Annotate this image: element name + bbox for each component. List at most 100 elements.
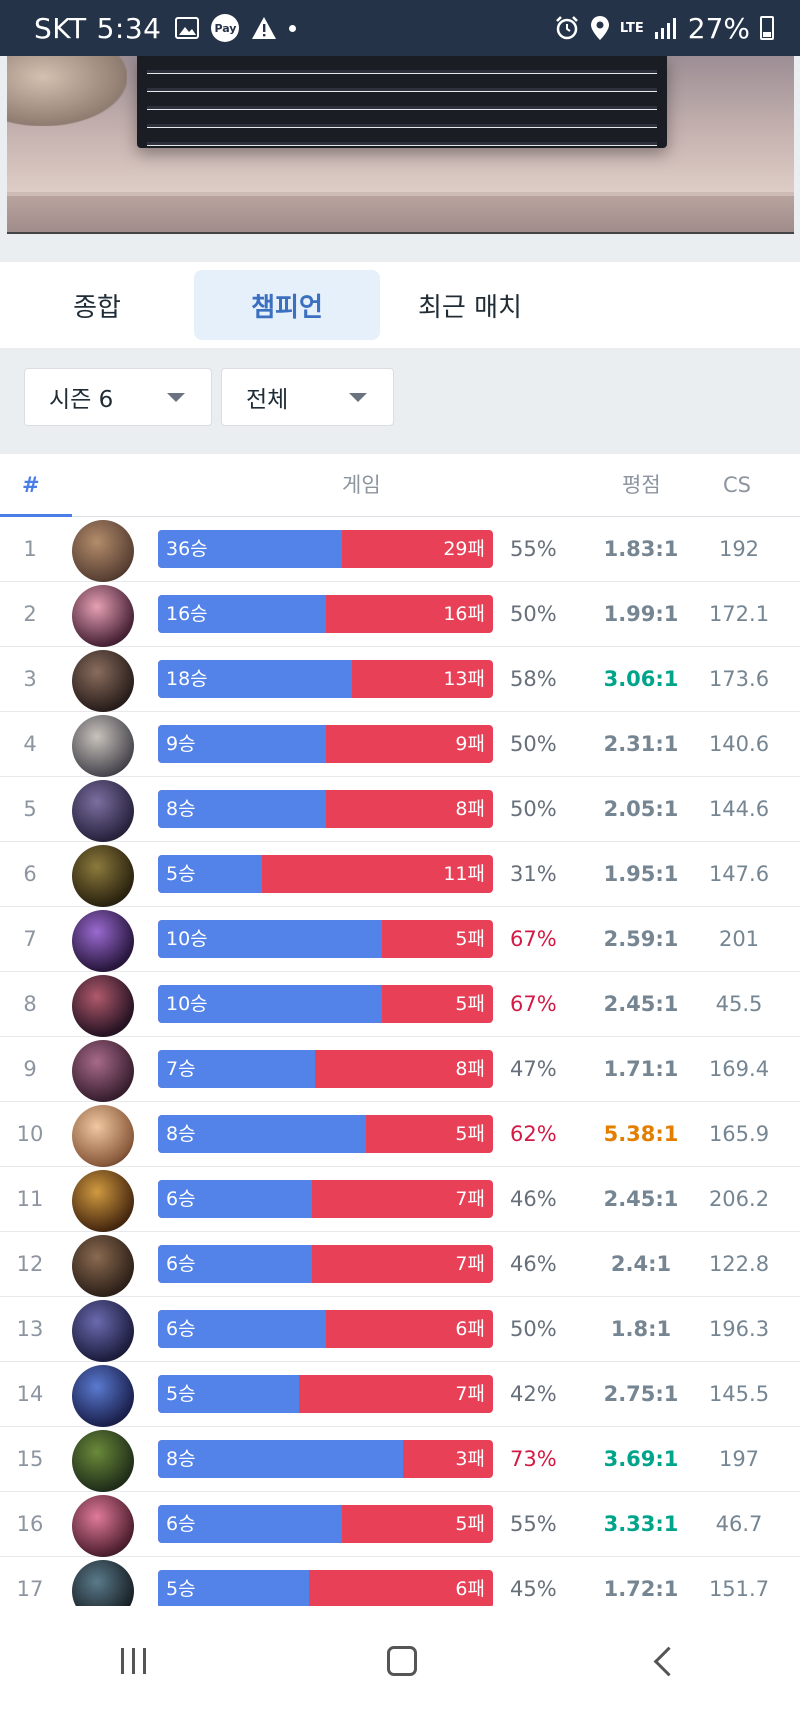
champion-avatar (72, 1040, 134, 1102)
win-rate: 50% (510, 732, 557, 756)
table-row[interactable]: 16 6승 5패 55% 3.33:1 46.7 (0, 1492, 800, 1557)
champion-stats-table: # 게임 평점 CS 1 36승 29패 55% 1.83:1 192 2 16… (0, 454, 800, 1606)
win-segment (158, 1505, 343, 1543)
win-segment (158, 1440, 403, 1478)
season-select[interactable]: 시즌 6 (24, 368, 212, 426)
header-kda[interactable]: 평점 (622, 473, 661, 497)
wins-label: 10승 (166, 928, 208, 950)
battery-percent: 27% (687, 11, 750, 45)
kda-ratio: 1.83:1 (603, 537, 679, 561)
row-rank: 13 (16, 1317, 44, 1341)
table-header: # 게임 평점 CS (0, 454, 800, 517)
table-row[interactable]: 15 8승 3패 73% 3.69:1 197 (0, 1427, 800, 1492)
losses-label: 5패 (455, 993, 485, 1015)
table-row[interactable]: 6 5승 11패 31% 1.95:1 147.6 (0, 842, 800, 907)
win-loss-bar: 10승 5패 (158, 920, 493, 958)
recent-apps-icon[interactable] (120, 1648, 146, 1674)
losses-label: 7패 (455, 1383, 485, 1405)
kda-ratio: 3.33:1 (603, 1512, 679, 1536)
losses-label: 5패 (455, 1513, 485, 1535)
home-icon[interactable] (386, 1646, 417, 1676)
table-row[interactable]: 2 16승 16패 50% 1.99:1 172.1 (0, 582, 800, 647)
back-icon[interactable] (653, 1646, 684, 1676)
wins-label: 8승 (166, 1448, 196, 1470)
wins-label: 5승 (166, 1578, 196, 1600)
table-row[interactable]: 11 6승 7패 46% 2.45:1 206.2 (0, 1167, 800, 1232)
cs-value: 197 (718, 1447, 760, 1471)
tab-recent-matches[interactable]: 최근 매치 (418, 292, 522, 323)
queue-select[interactable]: 전체 (221, 368, 394, 426)
win-loss-bar: 5승 11패 (158, 855, 493, 893)
banner-rock-art (7, 56, 127, 126)
win-rate: 31% (510, 862, 557, 886)
wins-label: 8승 (166, 1123, 196, 1145)
win-segment (158, 1310, 326, 1348)
table-row[interactable]: 10 8승 5패 62% 5.38:1 165.9 (0, 1102, 800, 1167)
table-row[interactable]: 7 10승 5패 67% 2.59:1 201 (0, 907, 800, 972)
pay-icon: Pay (211, 14, 240, 42)
win-segment (158, 725, 326, 763)
win-rate: 73% (510, 1447, 557, 1471)
champion-avatar (72, 1495, 134, 1557)
table-row[interactable]: 1 36승 29패 55% 1.83:1 192 (0, 517, 800, 582)
champion-avatar (72, 975, 134, 1037)
win-segment (158, 920, 383, 958)
table-row[interactable]: 5 8승 8패 50% 2.05:1 144.6 (0, 777, 800, 842)
banner-app-screenshot (137, 56, 667, 148)
win-rate: 46% (510, 1187, 557, 1211)
win-loss-bar: 5승 7패 (158, 1375, 493, 1413)
kda-ratio: 3.06:1 (603, 667, 679, 691)
win-loss-bar: 6승 7패 (158, 1245, 493, 1283)
table-row[interactable]: 17 5승 6패 45% 1.72:1 151.7 (0, 1557, 800, 1606)
cs-value: 173.6 (708, 667, 770, 691)
tab-overview[interactable]: 종합 (73, 292, 121, 323)
kda-ratio: 2.31:1 (603, 732, 679, 756)
table-row[interactable]: 4 9승 9패 50% 2.31:1 140.6 (0, 712, 800, 777)
losses-label: 7패 (455, 1253, 485, 1275)
header-rank[interactable]: # (22, 473, 40, 497)
promo-banner[interactable] (7, 56, 794, 234)
row-rank: 16 (16, 1512, 44, 1536)
row-rank: 15 (16, 1447, 44, 1471)
table-row[interactable]: 12 6승 7패 46% 2.4:1 122.8 (0, 1232, 800, 1297)
win-rate: 55% (510, 537, 557, 561)
kda-ratio: 1.99:1 (603, 602, 679, 626)
cs-value: 147.6 (708, 862, 770, 886)
champion-avatar (72, 585, 134, 647)
champion-avatar (72, 780, 134, 842)
champion-avatar (72, 1560, 134, 1606)
champion-avatar (72, 1300, 134, 1362)
header-games[interactable]: 게임 (342, 473, 381, 497)
cs-value: 145.5 (708, 1382, 770, 1406)
table-row[interactable]: 13 6승 6패 50% 1.8:1 196.3 (0, 1297, 800, 1362)
champion-avatar (72, 1235, 134, 1297)
wins-label: 6승 (166, 1188, 196, 1210)
cs-value: 165.9 (708, 1122, 770, 1146)
win-loss-bar: 7승 8패 (158, 1050, 493, 1088)
table-row[interactable]: 9 7승 8패 47% 1.71:1 169.4 (0, 1037, 800, 1102)
win-segment (158, 530, 343, 568)
win-rate: 50% (510, 602, 557, 626)
chevron-down-icon (167, 393, 185, 402)
table-row[interactable]: 8 10승 5패 67% 2.45:1 45.5 (0, 972, 800, 1037)
header-cs[interactable]: CS (723, 473, 751, 497)
table-row[interactable]: 14 5승 7패 42% 2.75:1 145.5 (0, 1362, 800, 1427)
kda-ratio: 2.45:1 (603, 992, 679, 1016)
win-segment (158, 985, 383, 1023)
row-rank: 1 (23, 537, 37, 561)
losses-label: 8패 (455, 1058, 485, 1080)
table-row[interactable]: 3 18승 13패 58% 3.06:1 173.6 (0, 647, 800, 712)
win-rate: 46% (510, 1252, 557, 1276)
kda-ratio: 2.75:1 (603, 1382, 679, 1406)
win-loss-bar: 8승 5패 (158, 1115, 493, 1153)
sort-indicator (0, 514, 72, 517)
champion-avatar (72, 650, 134, 712)
champion-avatar (72, 845, 134, 907)
cs-value: 45.5 (715, 992, 763, 1016)
win-rate: 67% (510, 927, 557, 951)
losses-label: 16패 (443, 603, 485, 625)
row-rank: 17 (16, 1577, 44, 1601)
tab-champions[interactable]: 챔피언 (194, 270, 380, 340)
champion-avatar (72, 1430, 134, 1492)
losses-label: 9패 (455, 733, 485, 755)
